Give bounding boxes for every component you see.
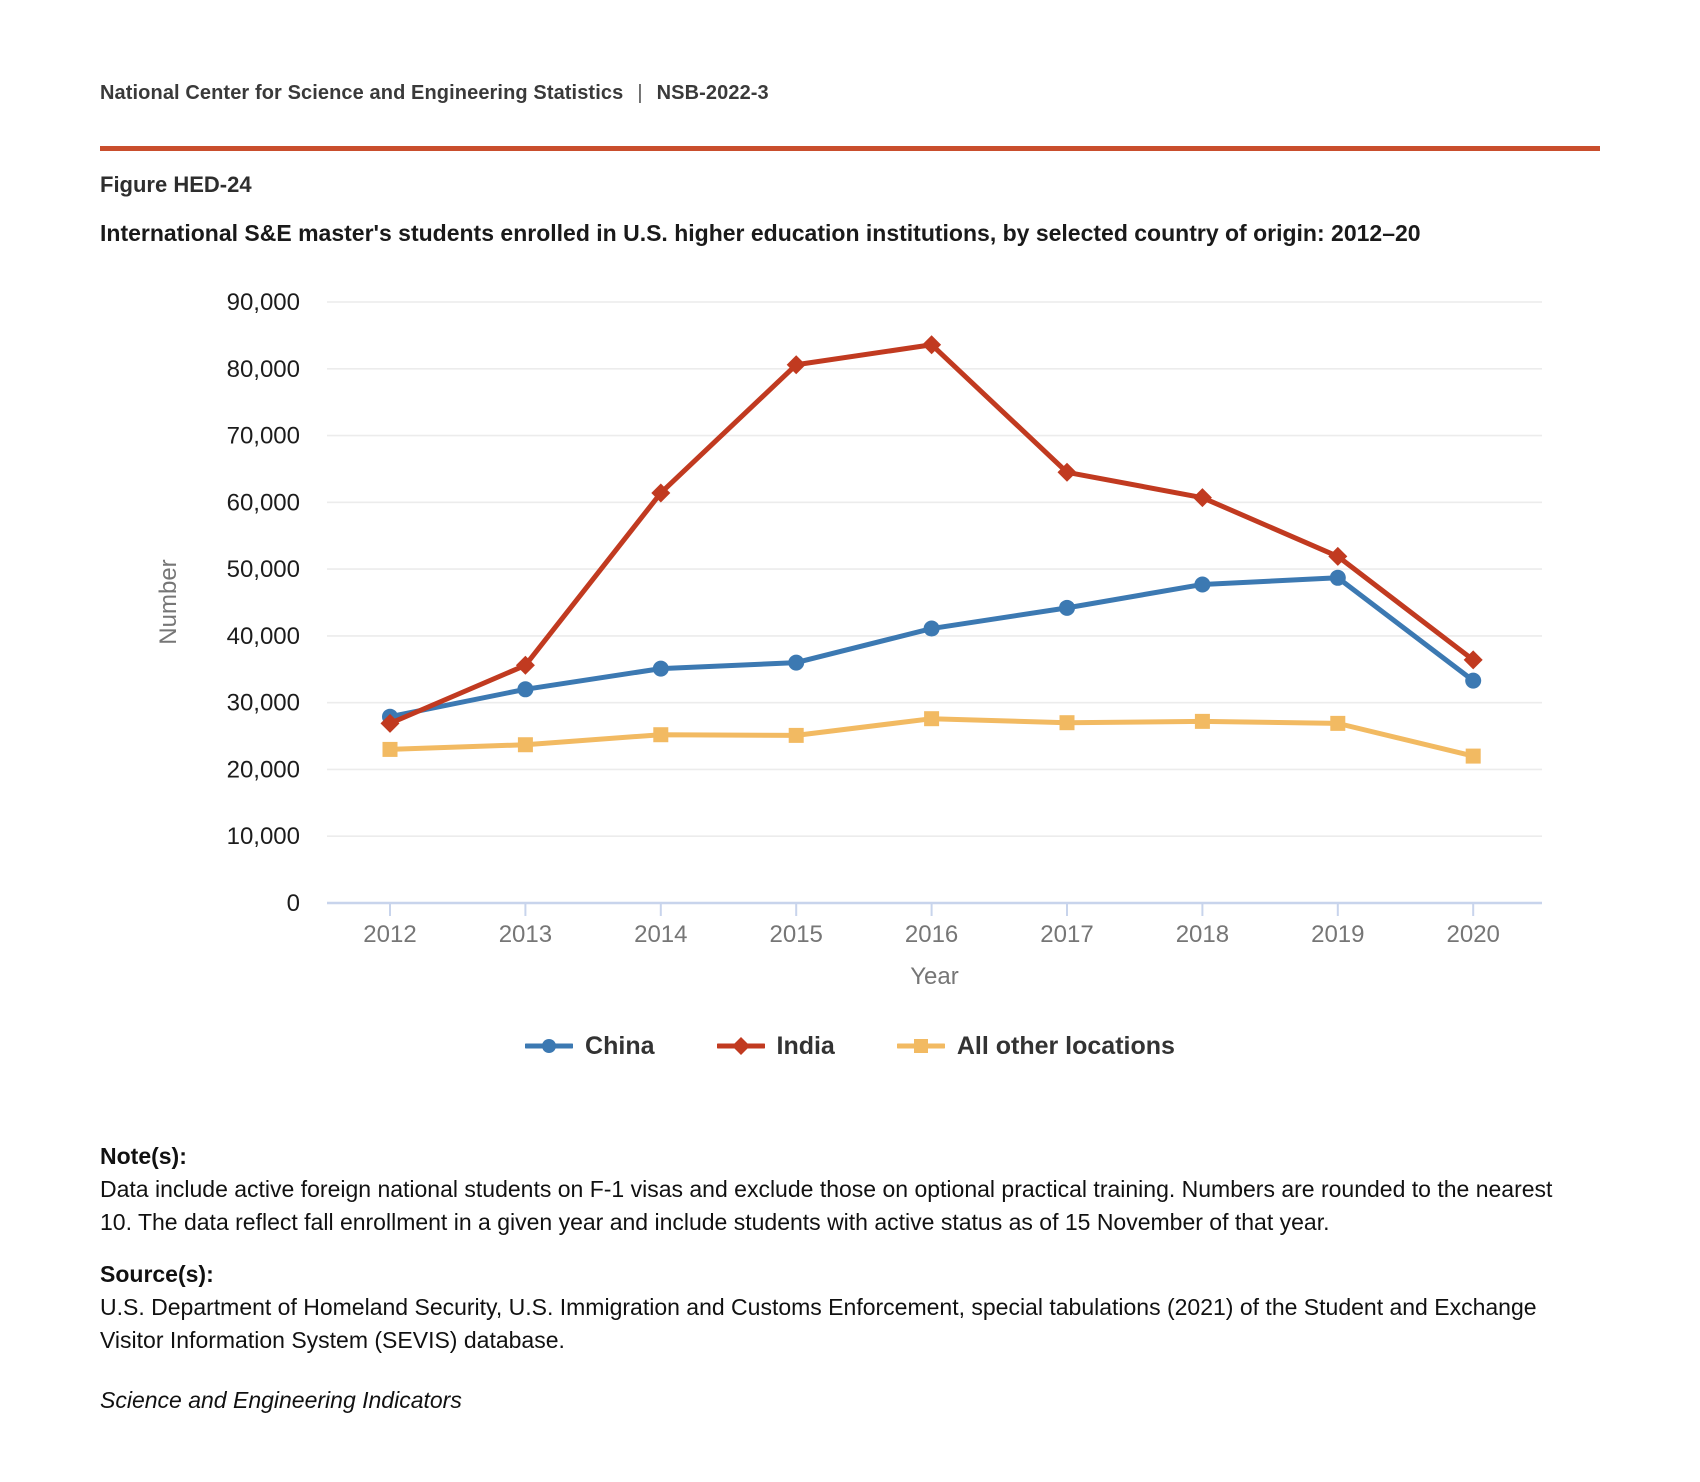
legend-item-china: China xyxy=(525,1031,655,1061)
series-china xyxy=(382,569,1482,725)
data-point-circle xyxy=(1465,672,1482,689)
data-point-diamond xyxy=(651,483,671,503)
figure-title: International S&E master's students enro… xyxy=(100,220,1421,246)
notes-body: Data include active foreign national stu… xyxy=(100,1176,1553,1235)
data-point-square xyxy=(1059,715,1075,731)
legend-label: China xyxy=(585,1031,655,1060)
data-point-circle xyxy=(1194,576,1211,593)
x-axis-title: Year xyxy=(910,963,959,990)
legend-marker-circle-icon xyxy=(525,1039,574,1053)
x-tick-label: 2018 xyxy=(1176,921,1229,948)
x-tick-label: 2016 xyxy=(905,921,958,948)
series-line xyxy=(387,575,1476,720)
source-body: U.S. Department of Homeland Security, U.… xyxy=(100,1294,1537,1353)
data-point-square xyxy=(788,727,804,743)
figure-label: Figure HED-24 xyxy=(100,172,252,197)
y-tick-label: 0 xyxy=(287,890,300,917)
legend-marker-shape xyxy=(913,1039,928,1053)
x-tick-label: 2017 xyxy=(1040,921,1093,948)
y-tick-label: 20,000 xyxy=(227,756,300,783)
y-axis-title: Number xyxy=(155,559,182,644)
data-point-square xyxy=(653,727,669,743)
x-tick-label: 2020 xyxy=(1447,921,1500,948)
x-tick-label: 2019 xyxy=(1311,921,1364,948)
data-point-diamond xyxy=(1328,546,1348,566)
header-report-id: NSB-2022-3 xyxy=(656,82,769,104)
y-tick-label: 80,000 xyxy=(227,356,300,383)
data-point-circle xyxy=(788,654,805,671)
notes-section: Note(s): Data include active foreign nat… xyxy=(100,1140,1570,1417)
data-point-circle xyxy=(1059,599,1075,616)
legend-marker-shape xyxy=(731,1037,750,1055)
series-all-other-locations xyxy=(382,711,1481,764)
data-point-circle xyxy=(923,620,940,637)
x-tick-label: 2015 xyxy=(770,921,823,948)
data-point-diamond xyxy=(1192,488,1212,508)
source-heading: Source(s): xyxy=(100,1261,214,1287)
data-point-square xyxy=(382,741,398,757)
notes-heading: Note(s): xyxy=(100,1143,187,1169)
data-point-circle xyxy=(1329,569,1346,586)
legend-label: All other locations xyxy=(956,1031,1175,1060)
y-tick-label: 90,000 xyxy=(227,289,300,316)
series-india xyxy=(380,335,1483,733)
data-point-diamond xyxy=(922,335,942,355)
y-tick-label: 60,000 xyxy=(227,489,300,516)
data-point-circle xyxy=(652,660,669,677)
footer-credit: Science and Engineering Indicators xyxy=(100,1387,462,1413)
y-tick-label: 10,000 xyxy=(227,823,300,850)
data-point-diamond xyxy=(786,355,806,375)
data-point-circle xyxy=(517,681,534,698)
data-point-square xyxy=(517,737,533,753)
data-point-square xyxy=(924,711,940,727)
chart-legend: China India All other locations xyxy=(100,1026,1600,1066)
data-point-diamond xyxy=(380,713,400,733)
legend-marker-shape xyxy=(542,1039,557,1053)
data-point-diamond xyxy=(1463,650,1483,670)
y-tick-label: 70,000 xyxy=(227,423,300,450)
data-point-square xyxy=(1465,748,1481,764)
legend-marker-diamond-icon xyxy=(716,1037,765,1055)
data-point-diamond xyxy=(515,655,535,675)
legend-marker-square-icon xyxy=(896,1039,945,1053)
x-tick-label: 2013 xyxy=(499,921,552,948)
x-tick-label: 2014 xyxy=(634,921,687,948)
legend-item-india: India xyxy=(716,1031,835,1061)
y-tick-label: 30,000 xyxy=(227,690,300,717)
header-org: National Center for Science and Engineer… xyxy=(100,82,624,104)
y-tick-label: 40,000 xyxy=(227,623,300,650)
legend-label: India xyxy=(776,1031,835,1060)
y-tick-label: 50,000 xyxy=(227,556,300,583)
line-chart-svg: 0 10,000 20,000 30,000 40,000 50,000 60,000 70,… xyxy=(155,289,1542,990)
series-line xyxy=(387,342,1476,726)
header-separator: | xyxy=(637,82,643,104)
x-tick-label: 2012 xyxy=(363,921,416,948)
data-point-diamond xyxy=(1057,462,1077,482)
data-point-square xyxy=(1194,713,1210,729)
report-header: National Center for Science and Engineer… xyxy=(100,82,769,105)
accent-rule xyxy=(100,146,1600,151)
data-point-square xyxy=(1330,715,1346,731)
legend-item-all-other-locations: All other locations xyxy=(896,1031,1175,1061)
